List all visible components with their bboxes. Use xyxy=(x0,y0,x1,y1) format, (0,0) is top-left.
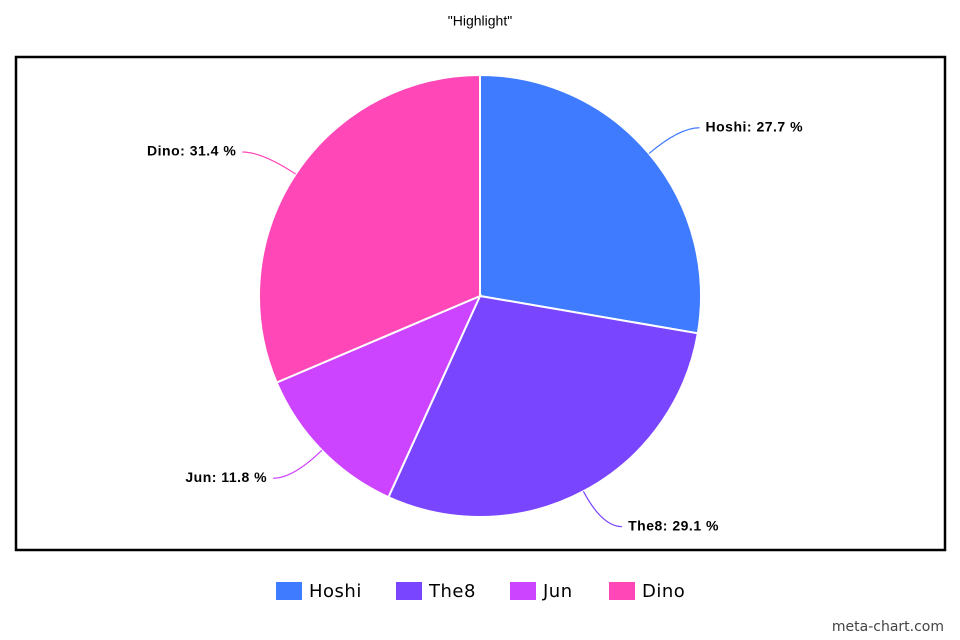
data-label: Dino: 31.4 % xyxy=(147,143,236,159)
leader-line xyxy=(242,151,296,175)
pie-slice xyxy=(387,294,699,518)
pie-slice xyxy=(479,73,702,335)
legend-label: Jun xyxy=(542,581,573,602)
data-label: The8: 29.1 % xyxy=(628,517,719,533)
leader-line xyxy=(648,127,700,154)
legend-swatch xyxy=(396,582,422,600)
credit: meta-chart.com xyxy=(832,619,944,635)
plot-frame xyxy=(14,55,947,552)
leader-line xyxy=(582,491,623,528)
legend-swatch xyxy=(276,582,302,600)
legend-label: Dino xyxy=(642,581,685,602)
legend-label: The8 xyxy=(428,581,476,602)
leader-line xyxy=(273,449,323,479)
legend-swatch xyxy=(609,582,635,600)
data-label: Hoshi: 27.7 % xyxy=(706,118,804,134)
pie-slice xyxy=(275,294,482,499)
pie-slice xyxy=(258,73,481,384)
data-label: Jun: 11.8 % xyxy=(185,469,267,485)
legend-swatch xyxy=(510,582,536,600)
chart-title: "Highlight" xyxy=(448,13,512,29)
legend-label: Hoshi xyxy=(309,581,362,602)
